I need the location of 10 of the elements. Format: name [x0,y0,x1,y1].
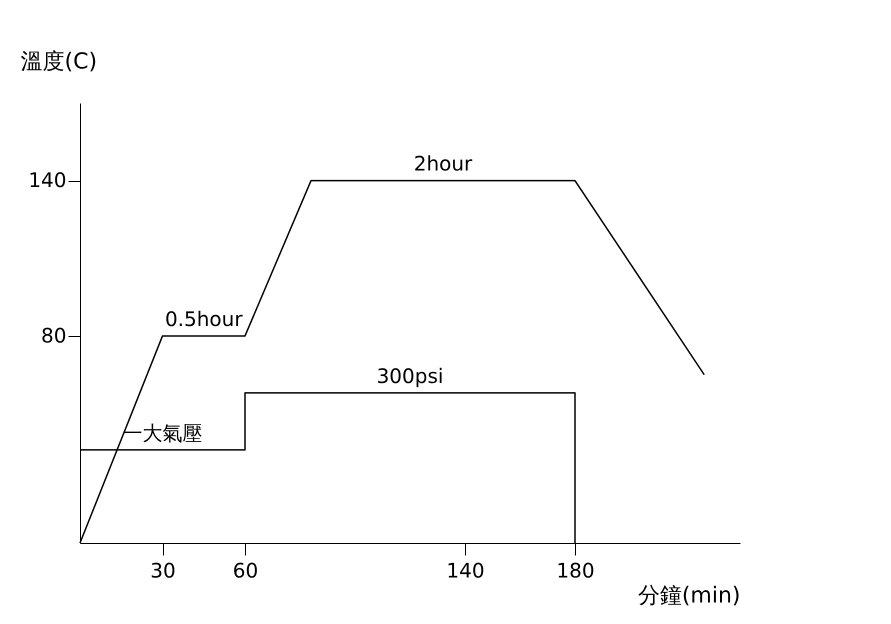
x-tick-label: 60 [232,558,258,582]
y-axis-title: 溫度(C) [20,50,98,74]
x-tick-label: 140 [446,558,485,582]
x-axis-title: 分鐘(min) [638,584,740,608]
x-tick-label: 180 [556,558,595,582]
x-tick-label: 30 [150,558,176,582]
annotation: 2hour [414,152,474,176]
annotation: 0.5hour [164,306,244,331]
y-tick-label: 80 [41,323,66,348]
annotation: 300psi [376,364,444,388]
